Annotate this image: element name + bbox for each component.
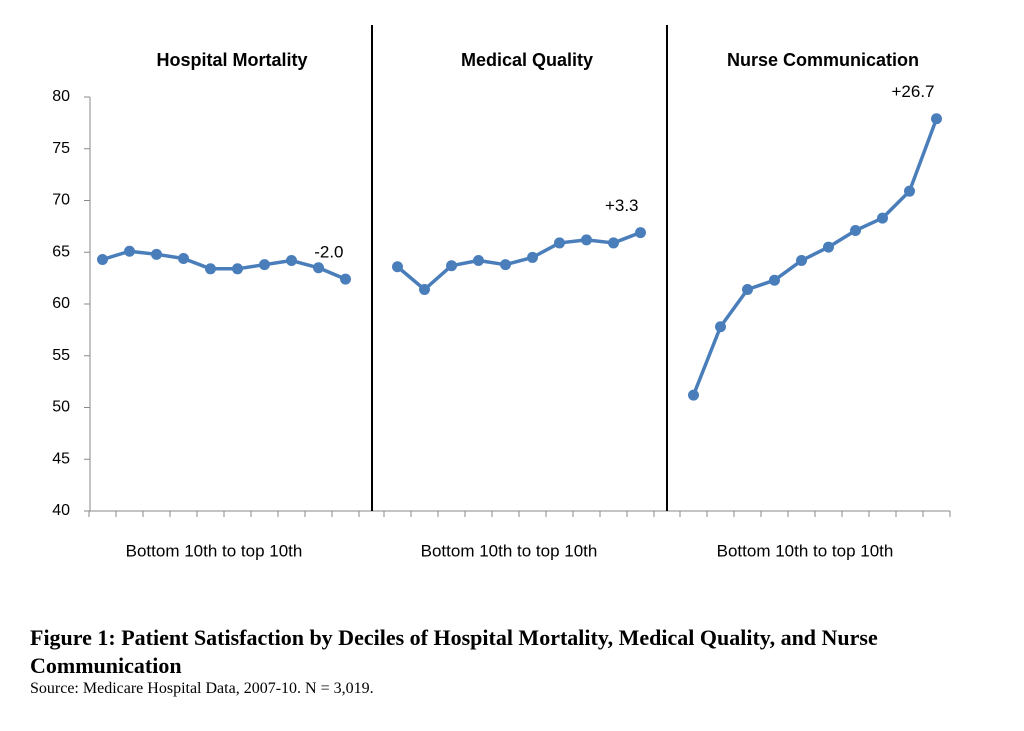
point <box>527 251 538 263</box>
point <box>554 237 565 249</box>
annotation: +26.7 <box>891 82 934 101</box>
point <box>796 255 807 267</box>
point <box>823 241 834 253</box>
y-tick-label: 65 <box>52 243 70 260</box>
y-tick-label: 55 <box>52 347 70 364</box>
point <box>931 113 942 125</box>
point <box>178 252 189 264</box>
point <box>581 234 592 246</box>
x-axis-label: Bottom 10th to top 10th <box>421 541 598 560</box>
annotation: -2.0 <box>314 243 343 262</box>
series-line <box>396 230 642 292</box>
point <box>205 263 216 275</box>
point <box>151 248 162 260</box>
point <box>392 261 403 273</box>
point <box>715 321 726 333</box>
figure-source: Source: Medicare Hospital Data, 2007-10.… <box>30 680 374 697</box>
point <box>904 185 915 197</box>
caption: Figure 1: Patient Satisfaction by Decile… <box>30 624 1020 698</box>
point <box>286 255 297 267</box>
y-tick-label: 80 <box>52 88 70 105</box>
series-line <box>101 249 347 281</box>
series-line <box>691 118 939 396</box>
point <box>97 253 108 265</box>
chart: Hospital Mortality Bottom 10th to top 10t… <box>52 25 951 560</box>
y-tick-label: 50 <box>52 399 70 416</box>
point <box>340 273 351 285</box>
point <box>850 225 861 237</box>
point <box>473 255 484 267</box>
point <box>877 212 888 224</box>
point <box>688 389 699 401</box>
y-tick-label: 45 <box>52 450 70 467</box>
y-tick-label: 75 <box>52 140 70 157</box>
point <box>769 274 780 286</box>
point <box>608 237 619 249</box>
point <box>259 259 270 271</box>
figure-caption: Figure 1: Patient Satisfaction by Decile… <box>30 625 878 678</box>
panel-title: Hospital Mortality <box>156 50 307 70</box>
point <box>232 263 243 275</box>
point <box>742 284 753 296</box>
point <box>635 227 646 239</box>
point <box>313 262 324 274</box>
y-tick-label: 70 <box>52 192 70 209</box>
panel-title: Nurse Communication <box>727 50 919 70</box>
point <box>500 259 511 271</box>
x-axis-label: Bottom 10th to top 10th <box>717 541 894 560</box>
point <box>419 284 430 296</box>
annotation: +3.3 <box>605 196 639 215</box>
y-tick-label: 60 <box>52 295 70 312</box>
panel-title: Medical Quality <box>461 50 593 70</box>
point <box>446 260 457 272</box>
y-tick-label: 40 <box>52 502 70 519</box>
point <box>124 245 135 257</box>
x-axis-label: Bottom 10th to top 10th <box>126 541 303 560</box>
